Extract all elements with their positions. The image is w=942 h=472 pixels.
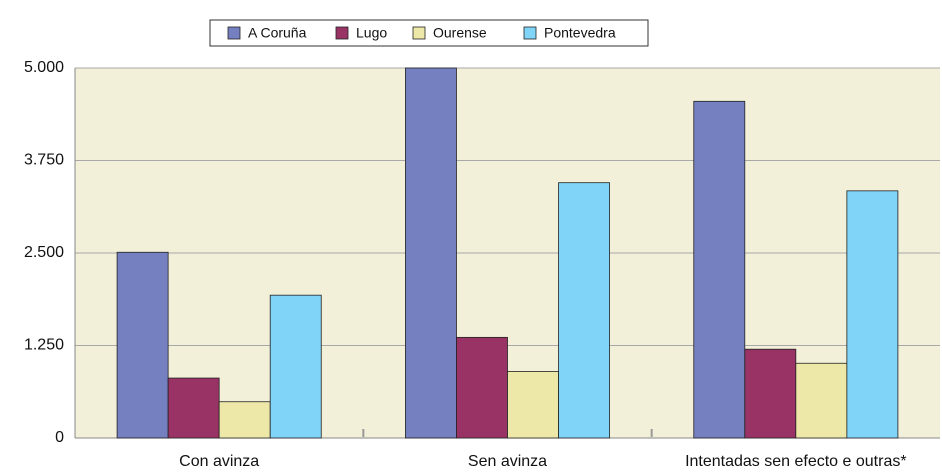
legend-label: Pontevedra (544, 25, 616, 41)
y-tick-label: 3.750 (24, 152, 64, 169)
bar (269, 294, 322, 439)
legend-swatch (227, 26, 241, 40)
bar (744, 348, 797, 439)
y-tick-label: 5.000 (24, 59, 64, 76)
x-tick-label: Sen avinza (468, 453, 547, 470)
bar (116, 251, 169, 439)
legend-swatch (523, 26, 537, 40)
bar (558, 182, 610, 439)
x-tick-label: Intentadas sen efecto e outras* (685, 453, 906, 470)
legend-label: Lugo (356, 25, 387, 41)
x-tick-label: Con avinza (179, 453, 259, 470)
bar (795, 362, 848, 439)
legend: A Coruña Lugo Ourense Pontevedra (209, 19, 649, 47)
y-tick-label: 2.500 (24, 244, 64, 261)
bar (405, 67, 457, 439)
y-tick-label: 1.250 (24, 337, 64, 354)
bar (846, 190, 899, 439)
legend-label: A Coruña (248, 25, 307, 41)
legend-label: Ourense (433, 25, 487, 41)
bar (218, 401, 271, 439)
legend-box (209, 19, 649, 47)
bar (693, 100, 746, 439)
y-tick-label: 0 (55, 429, 64, 446)
bar (456, 336, 508, 439)
legend-swatch (412, 26, 426, 40)
bar (167, 377, 220, 439)
bar (507, 370, 559, 439)
legend-swatch (335, 26, 349, 40)
